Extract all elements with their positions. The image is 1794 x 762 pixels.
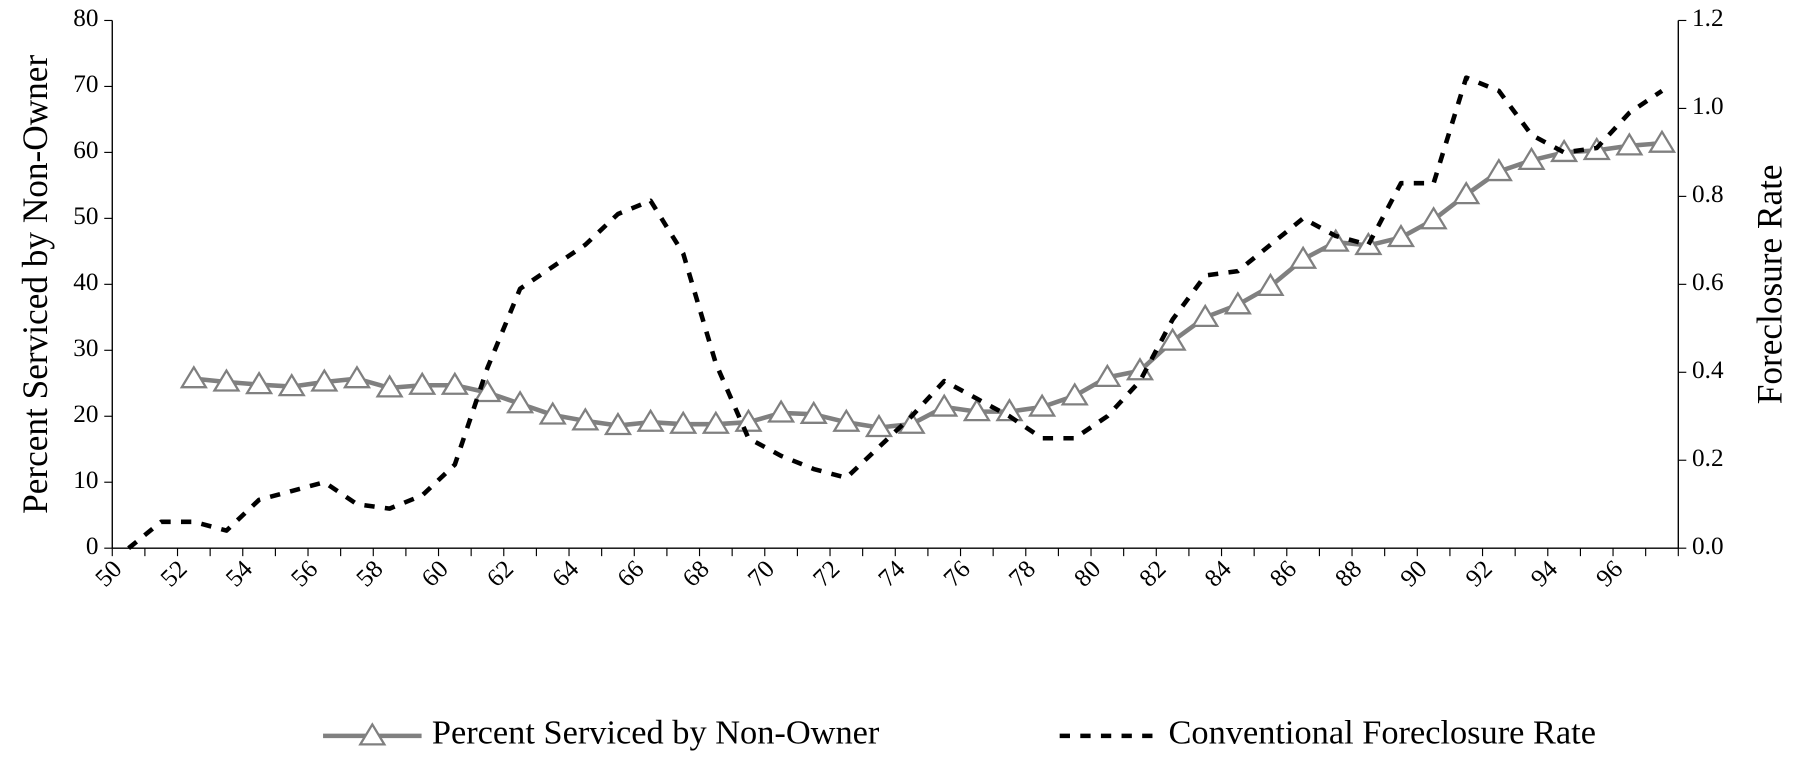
x-tick-label: 54	[221, 555, 258, 592]
x-tick-label: 86	[1265, 556, 1302, 593]
y2-tick-label: 1.0	[1692, 93, 1724, 120]
x-tick-label: 76	[939, 556, 976, 593]
series-marker	[1191, 303, 1220, 327]
x-tick-label: 88	[1330, 556, 1367, 593]
series-marker	[995, 398, 1024, 422]
x-tick-label: 64	[547, 555, 584, 592]
x-tick-label: 56	[286, 556, 323, 593]
x-tick-label: 58	[352, 556, 389, 593]
series-marker	[1484, 157, 1513, 182]
series-marker	[1028, 393, 1057, 417]
series-marker	[375, 374, 404, 398]
series-marker	[864, 413, 894, 438]
series-line	[127, 75, 1664, 550]
x-tick-label: 90	[1396, 556, 1433, 593]
y2-tick-label: 1.2	[1692, 5, 1724, 32]
series-marker	[473, 378, 502, 403]
y2-tick-label: 0.2	[1692, 445, 1724, 472]
series-marker	[962, 398, 991, 422]
series-marker	[506, 390, 535, 414]
series-marker	[571, 407, 600, 431]
x-tick-label: 82	[1135, 556, 1172, 593]
y-tick-label: 20	[73, 401, 98, 428]
series-marker	[440, 371, 469, 395]
series-marker	[1321, 228, 1350, 252]
y-tick-label: 0	[86, 533, 99, 560]
series-marker	[408, 371, 437, 395]
series-marker	[1386, 223, 1416, 248]
y-tick-label: 80	[73, 5, 98, 32]
series-marker	[1223, 291, 1252, 315]
y-tick-label: 30	[73, 335, 98, 362]
x-tick-label: 60	[417, 556, 454, 593]
series-marker	[1256, 272, 1285, 296]
legend-label: Conventional Foreclosure Rate	[1169, 714, 1596, 752]
x-tick-label: 80	[1069, 556, 1106, 593]
y2-tick-label: 0.4	[1692, 357, 1724, 384]
series-marker	[1093, 363, 1122, 388]
x-tick-label: 84	[1200, 555, 1237, 592]
y-tick-label: 70	[73, 71, 98, 98]
x-tick-label: 70	[743, 556, 780, 593]
y-tick-label: 40	[73, 269, 98, 296]
y2-tick-label: 0.6	[1692, 269, 1724, 296]
series-marker	[734, 408, 763, 432]
x-tick-label: 50	[91, 556, 128, 593]
series-marker	[603, 411, 633, 436]
series-marker	[897, 410, 926, 434]
legend-label: Percent Serviced by Non-Owner	[432, 714, 880, 752]
series-marker	[1060, 382, 1089, 406]
series-marker	[538, 401, 567, 425]
series-marker	[310, 368, 339, 392]
y2-axis-title: Foreclosure Rate	[1749, 164, 1789, 404]
series-marker	[1452, 181, 1481, 205]
series-marker	[1615, 132, 1644, 156]
legend-marker	[358, 722, 387, 746]
x-tick-label: 62	[482, 556, 519, 593]
x-tick-label: 92	[1461, 556, 1498, 593]
x-tick-label: 94	[1526, 555, 1563, 592]
series-marker	[930, 393, 959, 417]
series-marker	[1289, 245, 1318, 269]
y-axis-title: Percent Serviced by Non-Owner	[15, 55, 55, 514]
series-marker	[277, 372, 306, 397]
series-marker	[832, 408, 861, 432]
series-marker	[799, 400, 828, 424]
x-tick-label: 78	[1004, 556, 1041, 593]
series-marker	[1517, 146, 1546, 170]
series-marker	[636, 408, 665, 432]
x-tick-label: 52	[156, 556, 193, 593]
series-marker	[701, 410, 730, 434]
series-marker	[1158, 327, 1187, 351]
y-tick-label: 50	[73, 203, 98, 230]
x-tick-label: 66	[613, 556, 650, 593]
x-tick-label: 96	[1591, 556, 1628, 593]
y2-tick-label: 0.0	[1692, 533, 1724, 560]
x-tick-label: 68	[678, 556, 715, 593]
y-tick-label: 60	[73, 137, 98, 164]
series-marker	[179, 365, 208, 389]
series-marker	[212, 368, 241, 392]
series-marker	[669, 410, 698, 434]
y-tick-label: 10	[73, 467, 98, 494]
x-tick-label: 72	[808, 556, 845, 593]
series-marker	[245, 371, 274, 395]
series-marker	[1419, 206, 1448, 230]
x-tick-label: 74	[874, 555, 911, 592]
series-marker	[767, 399, 796, 423]
y2-tick-label: 0.8	[1692, 181, 1724, 208]
series-marker	[342, 365, 372, 389]
series-marker	[1647, 129, 1677, 153]
series-line	[193, 140, 1663, 430]
